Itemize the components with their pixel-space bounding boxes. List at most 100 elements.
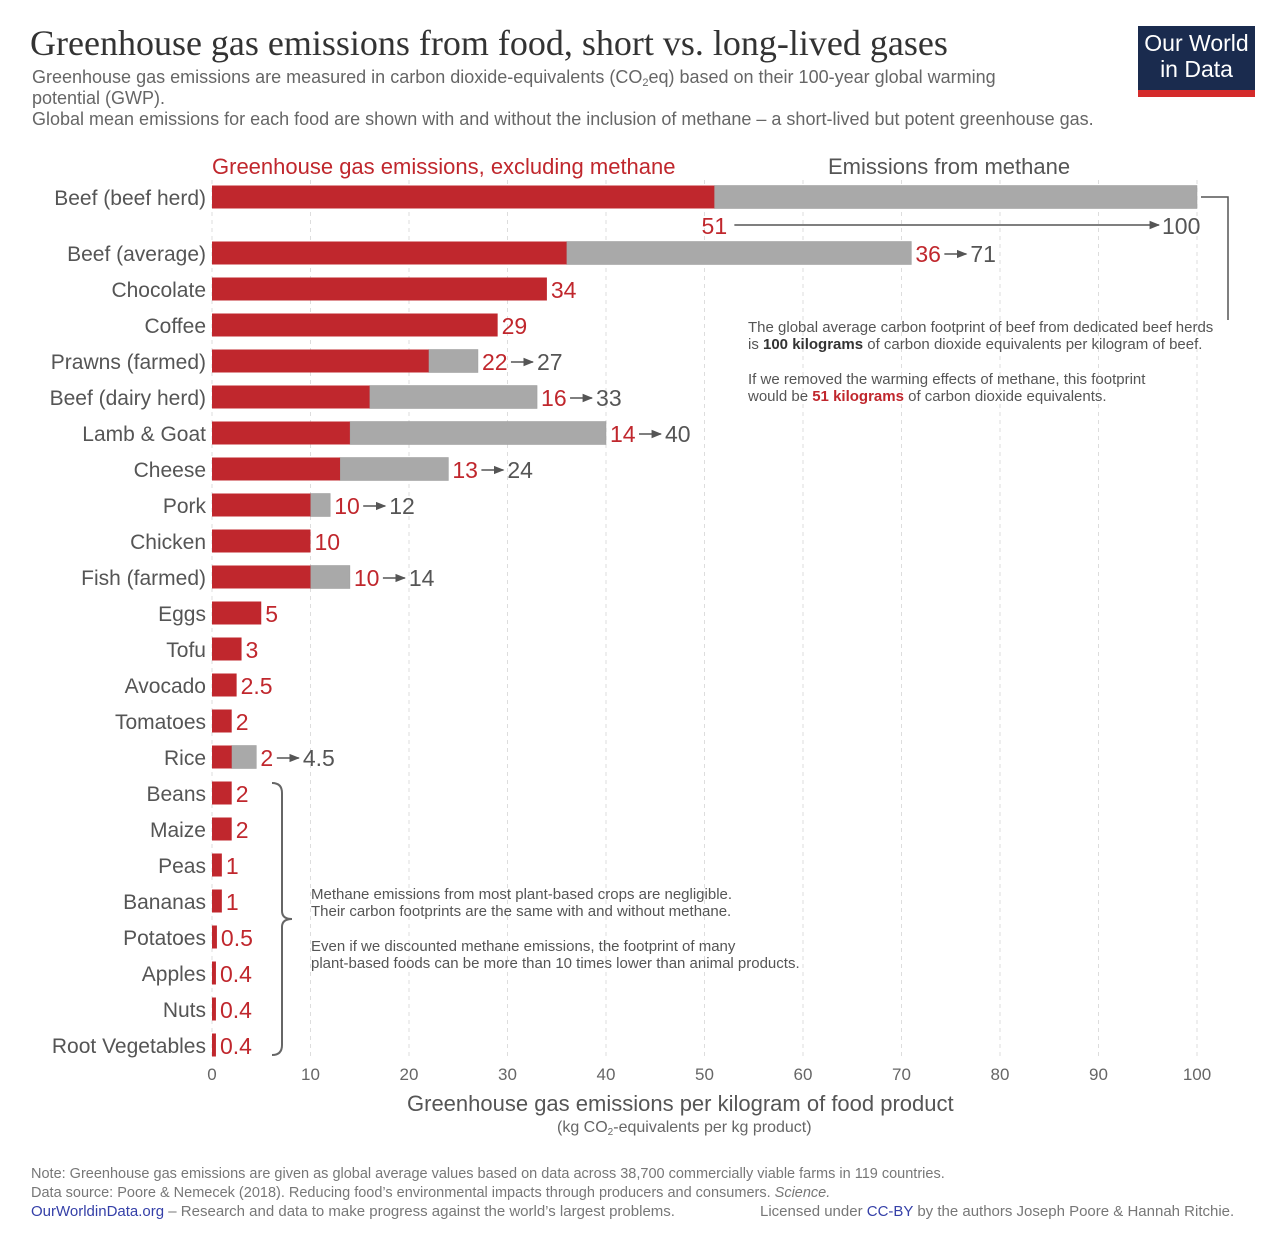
value-label-total: 12	[389, 493, 415, 519]
chart-subtitle-cont: potential (GWP).	[32, 88, 166, 108]
category-label: Beef (average)	[67, 243, 206, 266]
bar-excluding-methane	[212, 781, 232, 805]
bar-excluding-methane	[212, 961, 216, 985]
bar-excluding-methane	[212, 889, 222, 913]
category-label: Chocolate	[111, 279, 206, 302]
category-label: Beef (dairy herd)	[50, 387, 206, 410]
logo-text: in Data	[1160, 56, 1233, 82]
bar-excluding-methane	[212, 493, 311, 517]
category-label: Apples	[142, 963, 206, 986]
x-axis-unit: (kg CO2-equivalents per kg product)	[557, 1118, 812, 1138]
value-label-excluding: 10	[354, 565, 380, 591]
cc-by-link[interactable]: CC-BY	[866, 1203, 914, 1220]
value-label-excluding: 0.4	[220, 1033, 252, 1059]
value-label-excluding: 5	[265, 601, 278, 627]
unit-text: (kg CO	[557, 1119, 608, 1136]
bar-excluding-methane	[212, 385, 370, 409]
value-label-excluding: 22	[482, 349, 508, 375]
value-label-total: 27	[537, 349, 563, 375]
value-label-excluding: 14	[610, 421, 636, 447]
x-tick-label: 50	[695, 1065, 714, 1084]
bar-methane	[369, 385, 538, 409]
value-label-total: 33	[596, 385, 622, 411]
license-text: Licensed under	[760, 1203, 867, 1220]
value-label-excluding: 2	[236, 709, 249, 735]
value-label-excluding: 1	[226, 889, 239, 915]
bar-excluding-methane	[212, 1033, 216, 1057]
value-label-excluding: 2.5	[241, 673, 273, 699]
x-tick-label: 60	[794, 1065, 813, 1084]
category-label: Beans	[146, 783, 206, 806]
annotation-text: The global average carbon footprint of b…	[748, 319, 1214, 336]
category-label: Tofu	[166, 639, 206, 662]
source-text: Data source: Poore & Nemecek (2018). Red…	[31, 1185, 775, 1201]
value-label-total: 71	[970, 241, 996, 267]
category-label: Coffee	[145, 315, 207, 338]
category-label: Tomatoes	[115, 711, 206, 734]
bar-excluding-methane	[212, 745, 232, 769]
footer-license: Licensed under CC-BY by the authors Jose…	[760, 1203, 1234, 1220]
bar-excluding-methane	[212, 313, 498, 337]
annotation-text: is	[748, 336, 763, 353]
source-journal: Science.	[774, 1185, 831, 1201]
bar-excluding-methane	[212, 185, 715, 209]
value-label-excluding: 36	[915, 241, 941, 267]
bar-methane	[349, 421, 607, 445]
bar-excluding-methane	[212, 277, 547, 301]
value-label-total: 100	[1162, 213, 1200, 239]
category-label: Potatoes	[123, 927, 206, 950]
x-tick-label: 100	[1183, 1065, 1211, 1084]
value-label-excluding: 16	[541, 385, 567, 411]
category-label: Maize	[150, 819, 206, 842]
subtitle-text: Greenhouse gas emissions are measured in…	[32, 67, 643, 87]
annotation-text: would be	[748, 388, 813, 405]
bar-methane	[566, 241, 912, 265]
value-label-total: 40	[665, 421, 691, 447]
unit-subscript: 2	[607, 1127, 614, 1138]
plant-bracket	[271, 782, 293, 1056]
bar-excluding-methane	[212, 457, 341, 481]
x-axis-label: Greenhouse gas emissions per kilogram of…	[407, 1091, 954, 1116]
annotation-text: Methane emissions from most plant-based …	[311, 886, 733, 903]
logo-text: Our World	[1144, 30, 1249, 56]
bar-excluding-methane	[212, 925, 217, 949]
category-label: Peas	[158, 855, 206, 878]
annotation-highlight: 51 kilograms	[812, 388, 904, 405]
bar-excluding-methane	[212, 565, 311, 589]
bar-methane	[310, 493, 331, 517]
category-label: Nuts	[163, 999, 206, 1022]
category-label: Bananas	[123, 891, 206, 914]
value-label-excluding: 51	[702, 213, 728, 239]
value-label-excluding: 2	[236, 781, 249, 807]
value-label-excluding: 1	[226, 853, 239, 879]
bar-excluding-methane	[212, 349, 429, 373]
chart-title: Greenhouse gas emissions from food, shor…	[30, 23, 948, 63]
bar-methane	[428, 349, 479, 373]
category-label: Fish (farmed)	[81, 567, 206, 590]
category-label: Avocado	[125, 675, 206, 698]
value-label-excluding: 0.5	[221, 925, 253, 951]
category-label: Cheese	[134, 459, 206, 482]
footer-source: Data source: Poore & Nemecek (2018). Red…	[31, 1185, 830, 1201]
bar-methane	[231, 745, 257, 769]
annotation-text: Even if we discounted methane emissions,…	[311, 938, 736, 955]
owid-logo[interactable]: Our World in Data	[1138, 26, 1255, 97]
bar-excluding-methane	[212, 637, 242, 661]
x-tick-label: 80	[991, 1065, 1010, 1084]
bar-excluding-methane	[212, 601, 262, 625]
x-tick-label: 10	[301, 1065, 320, 1084]
value-label-excluding: 3	[246, 637, 259, 663]
category-label: Pork	[163, 495, 207, 518]
subtitle-subscript: 2	[642, 77, 649, 89]
annotation-text: Their carbon footprints are the same wit…	[311, 903, 732, 920]
value-label-excluding: 2	[236, 817, 249, 843]
category-label: Rice	[164, 747, 206, 770]
value-label-excluding: 10	[315, 529, 341, 555]
annotation-text: plant-based foods can be more than 10 ti…	[311, 955, 800, 972]
annotation-text: of carbon dioxide equivalents per kilogr…	[863, 336, 1203, 353]
x-tick-label: 30	[498, 1065, 517, 1084]
legend-methane: Emissions from methane	[828, 154, 1071, 179]
owid-link[interactable]: OurWorldinData.org	[31, 1203, 165, 1220]
bar-excluding-methane	[212, 709, 232, 733]
